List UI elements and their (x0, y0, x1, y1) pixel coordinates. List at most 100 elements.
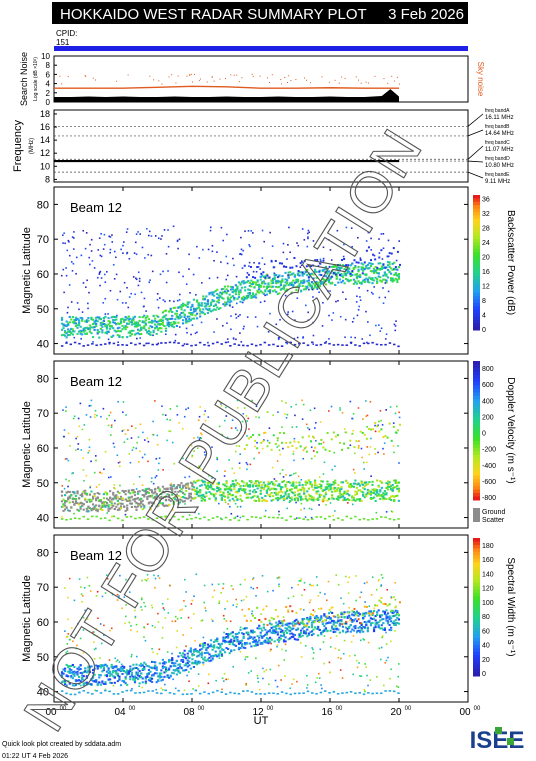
backscatter-power-cell (329, 271, 332, 274)
backscatter-power-cell (160, 238, 162, 240)
spectral-width-cell (226, 600, 229, 603)
doppler-velocity-cell (82, 508, 85, 511)
frequency-tick-label: 8 (45, 174, 50, 184)
doppler-velocity-cell (78, 425, 81, 428)
backscatter-power-cell (367, 246, 370, 249)
backscatter-power-cell (240, 341, 243, 343)
doppler-velocity-cell (318, 495, 321, 498)
backscatter-power-cell (190, 333, 192, 336)
doppler-velocity-cell (129, 461, 132, 464)
doppler-velocity-cell (63, 429, 66, 431)
backscatter-power-cell (123, 320, 126, 323)
spectral-width-cell (248, 637, 251, 640)
spectral-width-cell (374, 622, 377, 625)
backscatter-power-cell (223, 301, 227, 304)
doppler-velocity-cell (329, 483, 332, 486)
doppler-velocity-cell (312, 435, 315, 438)
spectral-width-cell (324, 627, 328, 630)
doppler-velocity-cell (315, 486, 318, 489)
spectral-width-cell (342, 602, 345, 605)
spectral-width-cell (218, 602, 220, 605)
backscatter-power-cell (191, 305, 194, 308)
backscatter-power-cell (168, 310, 171, 313)
spectral-width-cell (296, 638, 300, 641)
spectral-width-cell (99, 683, 102, 686)
backscatter-power-cell (221, 324, 224, 327)
doppler-velocity-cell (227, 487, 230, 490)
doppler-velocity-cell (176, 405, 178, 408)
spectral-width-cell (223, 641, 227, 644)
doppler-velocity-cell (180, 482, 183, 485)
spectral-width-cell (270, 631, 273, 634)
backscatter-power-cell (102, 323, 106, 326)
doppler-velocity-cell (329, 488, 332, 491)
spectral-width-cell (371, 621, 374, 624)
doppler-velocity-cell (230, 488, 233, 491)
backscatter-power-cell (73, 336, 76, 339)
doppler-velocity-cell (335, 497, 338, 500)
backscatter-power-cell (346, 272, 349, 275)
doppler-velocity-cell (132, 491, 135, 494)
spectral-width-cell (363, 612, 366, 615)
backscatter-power-cell (354, 265, 357, 268)
backscatter-power-cell (326, 271, 329, 274)
backscatter-power-cell (384, 338, 387, 340)
spectral-width-cell (310, 634, 314, 637)
backscatter-power-cell (286, 258, 288, 260)
backscatter-power-cell (352, 317, 355, 320)
doppler-velocity-cell (340, 486, 343, 489)
doppler-velocity-cell (209, 492, 213, 495)
backscatter-power-cell (226, 338, 229, 340)
doppler-velocity-cell (108, 519, 111, 522)
spectral-width-cell (374, 624, 377, 627)
spectral-width-cell (237, 646, 241, 649)
doppler-velocity-cell (82, 503, 85, 506)
backscatter-power-cell (208, 277, 211, 280)
doppler-velocity-cell (119, 498, 123, 501)
sky-noise-point (199, 78, 201, 80)
backscatter-power-cell (250, 279, 253, 282)
spectral-width-cell (174, 669, 177, 672)
backscatter-power-cell (254, 283, 258, 286)
doppler-velocity-cell (309, 498, 312, 501)
backscatter-power-cell (85, 326, 88, 329)
backscatter-power-cell (367, 342, 370, 345)
doppler-velocity-cell (380, 419, 382, 422)
doppler-velocity-cell (143, 489, 146, 492)
backscatter-power-cell (234, 290, 237, 293)
backscatter-power-cell (90, 238, 93, 241)
doppler-velocity-cell (133, 497, 137, 500)
backscatter-power-cell (157, 237, 160, 240)
doppler-velocity-cell (151, 519, 154, 521)
backscatter-power-cell (248, 293, 251, 296)
backscatter-power-cell (104, 315, 107, 318)
doppler-velocity-colorbar-swatch (473, 430, 480, 435)
sky-noise-point (230, 74, 232, 76)
backscatter-power-cell (203, 313, 206, 316)
backscatter-power-cell (139, 233, 142, 235)
spectral-width-cell (380, 585, 382, 587)
doppler-velocity-cell (208, 491, 211, 494)
backscatter-power-cell (115, 330, 118, 333)
spectral-width-cell (375, 588, 378, 591)
backscatter-power-cell (172, 225, 175, 228)
doppler-velocity-cell (286, 507, 288, 510)
backscatter-power-cell (302, 342, 305, 344)
doppler-velocity-tick-label: 70 (37, 408, 49, 420)
spectral-width-cell (366, 626, 369, 629)
doppler-velocity-cell (302, 518, 305, 520)
doppler-velocity-cell (202, 497, 205, 500)
backscatter-power-cell (326, 278, 329, 281)
backscatter-power-cell (301, 228, 304, 230)
doppler-velocity-cell (365, 483, 368, 486)
spectral-width-cell (366, 630, 369, 633)
spectral-width-cell (338, 631, 341, 634)
backscatter-power-cell (226, 233, 228, 236)
spectral-width-cell (250, 629, 253, 632)
spectral-width-cell (331, 606, 334, 609)
spectral-width-cell (351, 618, 354, 621)
backscatter-power-cell (98, 237, 101, 239)
spectral-width-cell (265, 633, 269, 636)
backscatter-power-cell (118, 334, 121, 337)
